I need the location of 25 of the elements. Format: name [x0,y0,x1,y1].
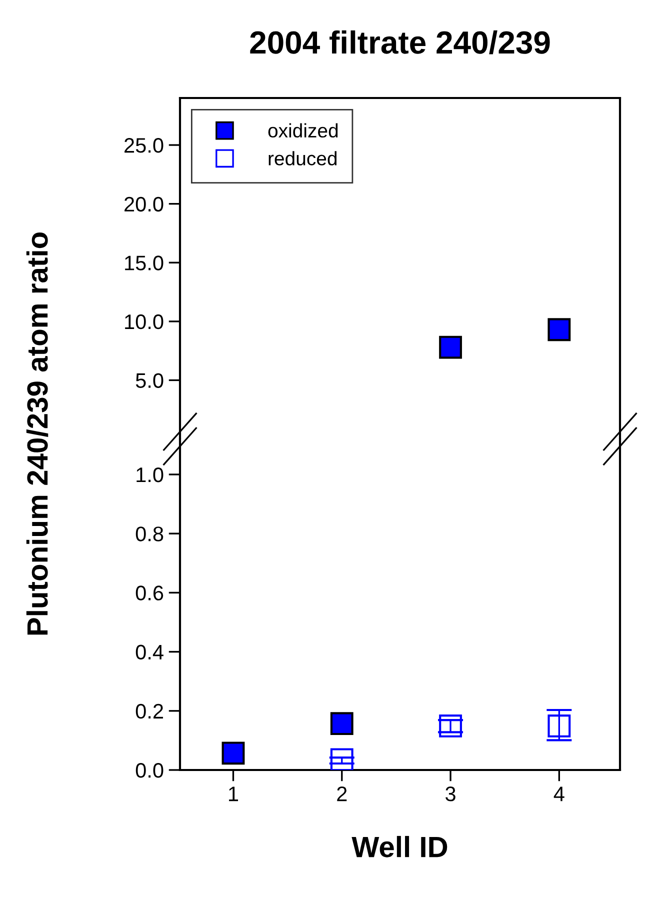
legend-label: reduced [268,151,337,166]
y-tick-label: 10.0 [125,314,164,330]
y-tick-label: 0.6 [136,586,164,600]
x-tick-label: 3 [446,786,456,802]
y-tick-label: 5.0 [136,373,164,388]
y-tick-label: 1.0 [136,467,164,482]
point [222,742,245,765]
x-tick-label: 4 [554,786,564,802]
y-tick-label: 20.0 [124,196,164,212]
point [548,714,571,738]
y-tick-label: 0.2 [136,704,163,719]
legend-label: oxidized [268,123,338,138]
y-tick-label: 0.0 [136,763,164,778]
x-axis-title: Well ID [352,836,448,858]
chart-title: 2004 filtrate 240/239 [250,30,550,54]
point [439,714,462,738]
x-tick-label: 1 [229,786,238,802]
point [330,712,354,736]
y-tick-label: 0.8 [136,526,164,542]
x-tick-label: 2 [337,786,347,802]
point [330,748,354,770]
y-tick-label: 25.0 [124,138,164,153]
y-axis-title: Plutonium 240/239 atom ratio [26,232,48,635]
y-tick-label: 0.4 [136,644,164,660]
y-tick-label: 15.0 [125,256,164,270]
